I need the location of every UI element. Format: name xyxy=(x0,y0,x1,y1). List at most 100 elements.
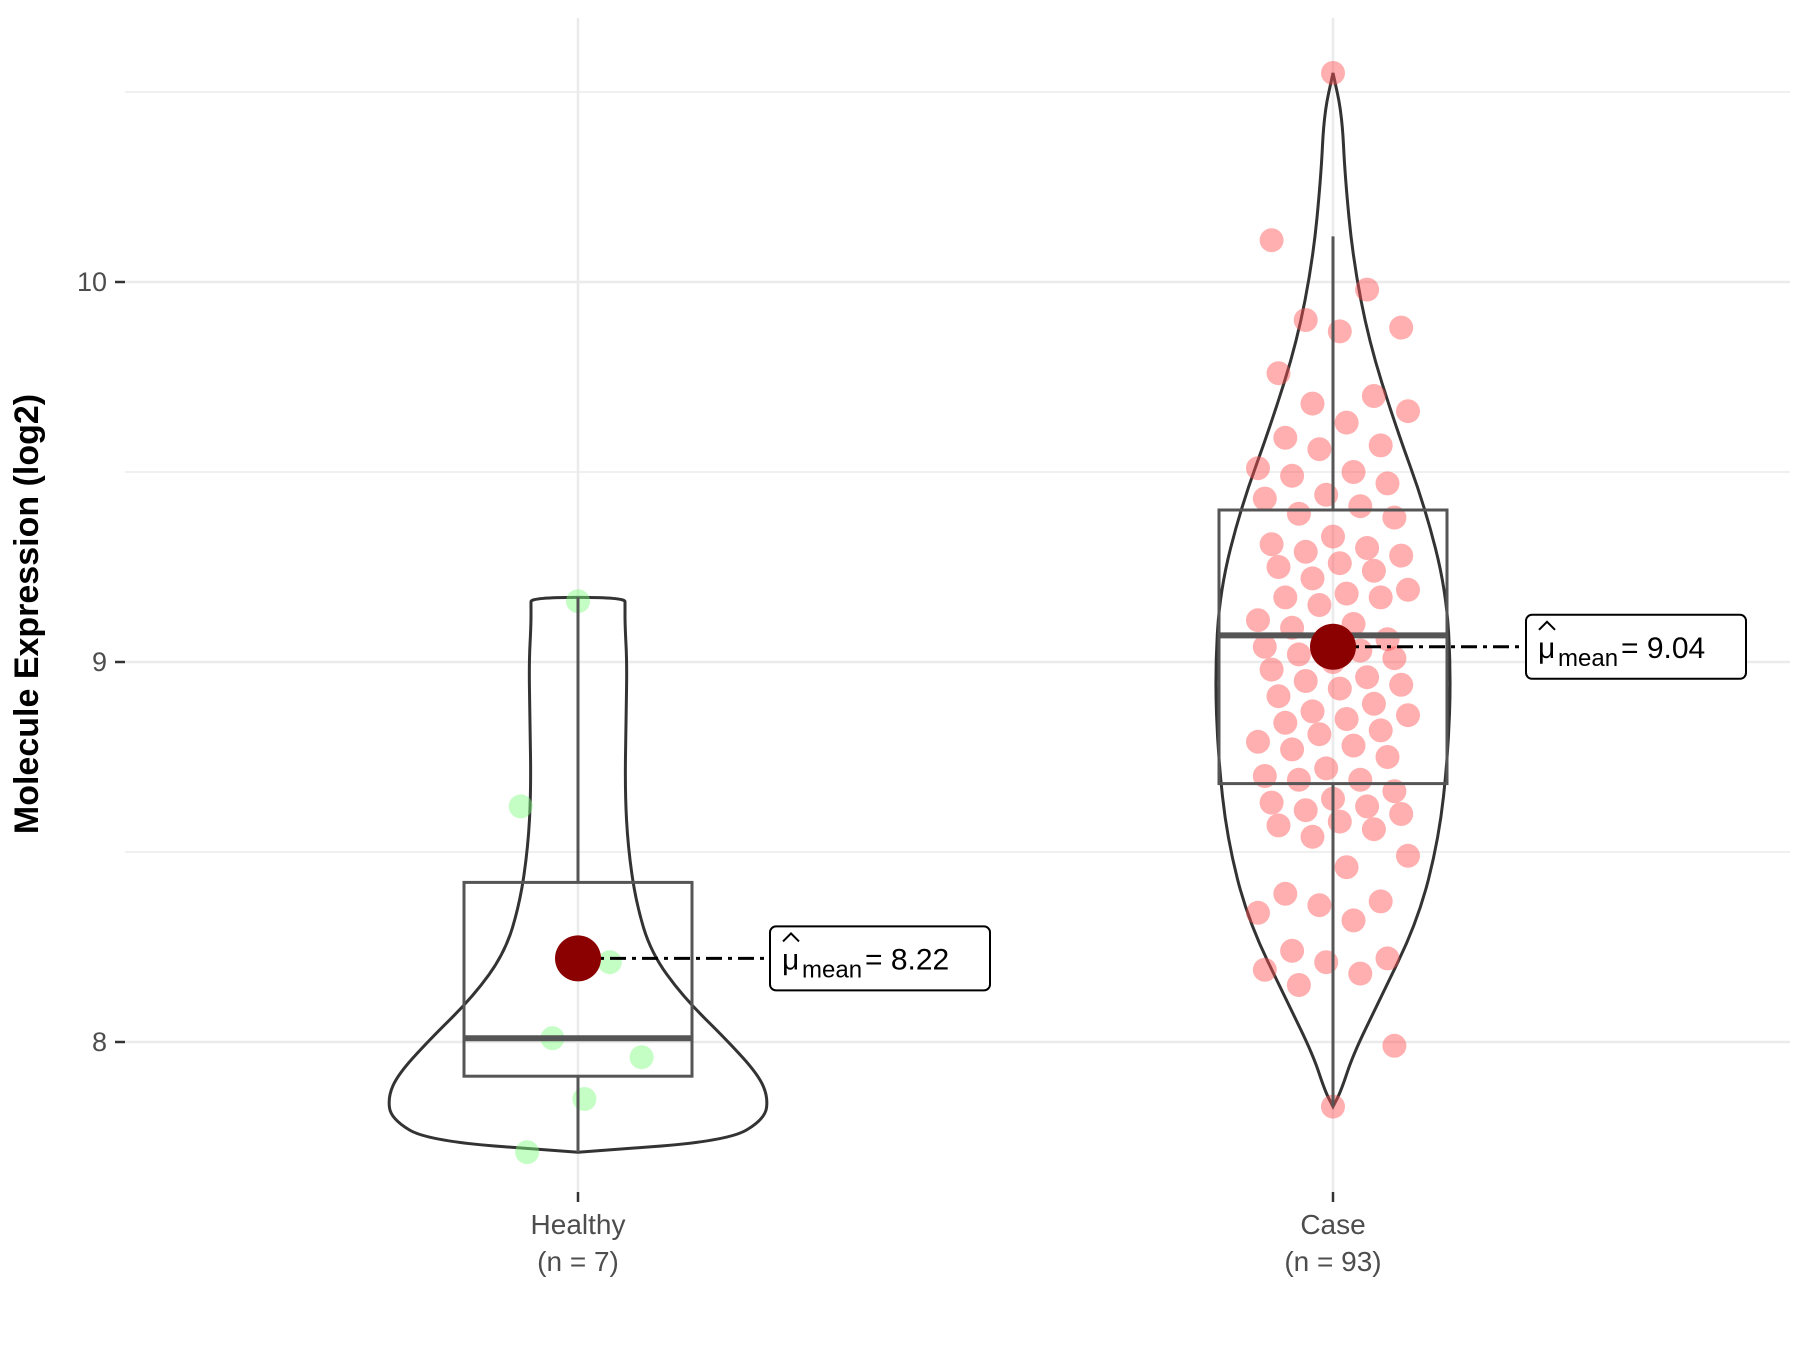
data-point xyxy=(1348,494,1373,519)
mean-symbol: μ xyxy=(782,943,799,976)
hat-icon xyxy=(782,931,800,943)
boxplots xyxy=(462,236,1449,1153)
mean-symbol: μ xyxy=(1538,632,1555,665)
data-point xyxy=(1286,642,1311,667)
data-point xyxy=(1280,463,1305,488)
data-point xyxy=(1389,672,1414,697)
data-point xyxy=(1334,707,1359,731)
data-point xyxy=(508,794,533,819)
data-point xyxy=(1348,767,1373,792)
data-point xyxy=(1252,634,1277,659)
data-point xyxy=(1361,384,1386,408)
hat-icon xyxy=(1538,620,1556,631)
data-point xyxy=(1368,433,1393,458)
data-point xyxy=(1361,558,1386,583)
data-point xyxy=(1273,881,1298,906)
data-point xyxy=(1334,855,1359,880)
mean-subscript: mean xyxy=(802,956,862,983)
data-point xyxy=(1321,61,1345,85)
data-point xyxy=(1266,813,1291,838)
y-tick-label: 10 xyxy=(77,267,107,297)
data-point xyxy=(1266,361,1291,386)
data-point xyxy=(1286,501,1311,526)
mean-label-box xyxy=(1525,613,1747,680)
data-point xyxy=(1382,779,1407,804)
mean-dot xyxy=(1310,623,1356,670)
data-point xyxy=(1273,585,1298,610)
y-tick-label: 9 xyxy=(92,647,107,677)
data-point xyxy=(1300,566,1325,591)
data-point xyxy=(1396,843,1420,868)
mean-subscript: mean xyxy=(1558,645,1618,672)
data-point xyxy=(1286,973,1311,997)
data-point xyxy=(1246,456,1270,481)
data-point xyxy=(629,1045,654,1070)
data-point xyxy=(1246,729,1270,754)
data-point xyxy=(1300,391,1325,416)
data-point xyxy=(1280,737,1305,762)
data-point xyxy=(1341,460,1366,484)
data-point xyxy=(1314,482,1339,507)
data-point xyxy=(1341,908,1366,933)
violin-healthy xyxy=(387,595,769,1154)
data-point xyxy=(1382,505,1407,530)
data-point xyxy=(1246,608,1270,633)
data-point xyxy=(597,950,622,975)
data-point xyxy=(1266,684,1291,709)
data-point xyxy=(1355,794,1380,819)
x-tick-count-label: (n = 93) xyxy=(1284,1246,1381,1277)
x-tick-label: Healthy xyxy=(531,1209,626,1240)
data-point xyxy=(1368,718,1393,743)
data-point xyxy=(1368,585,1393,610)
data-point xyxy=(1355,536,1380,560)
y-tick-label: 8 xyxy=(92,1027,107,1057)
data-point xyxy=(1314,950,1339,975)
data-point xyxy=(1327,551,1352,576)
data-point xyxy=(1334,581,1359,606)
mean-markers: μ mean = 8.22μ mean = 9.04 xyxy=(555,613,1747,992)
data-point xyxy=(1273,710,1298,735)
data-point xyxy=(1280,938,1305,963)
data-point xyxy=(1375,471,1400,496)
data-point xyxy=(1327,809,1352,834)
y-axis-title: Molecule Expression (log2) xyxy=(8,394,46,834)
data-point xyxy=(1252,764,1277,788)
data-point xyxy=(1259,790,1284,815)
data-point xyxy=(1307,437,1332,462)
data-points xyxy=(508,61,1420,1165)
mean-value: = 9.04 xyxy=(1621,632,1705,665)
data-point xyxy=(1273,425,1298,450)
data-point xyxy=(1252,486,1277,511)
data-point xyxy=(1307,722,1332,747)
data-point xyxy=(1259,228,1284,253)
grid xyxy=(125,18,1790,1192)
data-point xyxy=(1355,277,1380,302)
data-point xyxy=(1375,745,1400,769)
data-point xyxy=(572,1087,597,1111)
data-point xyxy=(1307,593,1332,617)
data-point xyxy=(1361,817,1386,842)
data-point xyxy=(1396,703,1420,728)
data-point xyxy=(1314,756,1339,781)
data-point xyxy=(1341,733,1366,758)
data-point xyxy=(1396,577,1420,602)
data-point xyxy=(1368,889,1393,914)
data-point xyxy=(1300,699,1325,724)
data-point xyxy=(1293,798,1318,823)
data-point xyxy=(1293,669,1318,693)
mean-dot xyxy=(555,935,601,982)
data-point xyxy=(1266,555,1291,579)
data-point xyxy=(1307,893,1332,918)
x-tick-count-label: (n = 7) xyxy=(537,1246,619,1277)
box-iqr xyxy=(462,880,694,1078)
data-point xyxy=(1382,1033,1407,1058)
data-point xyxy=(1246,900,1270,925)
data-point xyxy=(1293,308,1318,332)
box-iqr xyxy=(1217,508,1449,786)
data-point xyxy=(1389,543,1414,568)
data-point xyxy=(1348,961,1373,986)
data-point xyxy=(1300,824,1325,849)
data-point xyxy=(1361,691,1386,716)
data-point xyxy=(1396,399,1420,424)
